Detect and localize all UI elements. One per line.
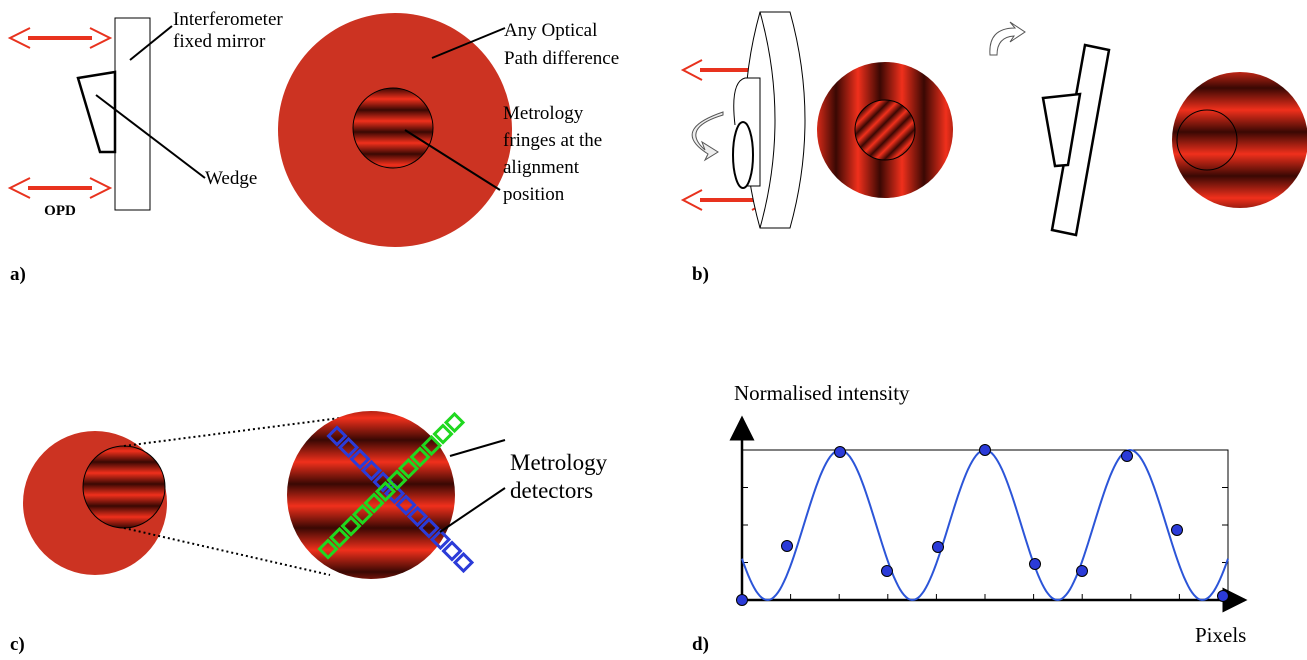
detector-pixel bbox=[435, 426, 452, 443]
sample bbox=[1172, 525, 1183, 536]
panel-label: a) bbox=[10, 264, 26, 285]
axis-label: Pixels bbox=[1195, 623, 1246, 647]
sample bbox=[1030, 559, 1041, 570]
sample bbox=[1077, 566, 1088, 577]
plot-frame bbox=[742, 450, 1228, 600]
panel-label: d) bbox=[692, 634, 709, 655]
wedge bbox=[78, 72, 115, 152]
fringes bbox=[353, 88, 433, 168]
detector-pixel bbox=[446, 414, 463, 431]
arrow bbox=[10, 178, 110, 198]
leader bbox=[450, 440, 505, 456]
panel-label: c) bbox=[10, 634, 25, 655]
panel-label: b) bbox=[692, 264, 709, 285]
label: OPD bbox=[44, 203, 76, 219]
sample bbox=[980, 445, 991, 456]
figure: Interferometer fixed mirror Wedge OPD An… bbox=[0, 0, 1307, 660]
axis-label: Normalised intensity bbox=[734, 381, 910, 405]
label: alignment bbox=[503, 157, 580, 178]
sample bbox=[1122, 451, 1133, 462]
fringes bbox=[287, 411, 455, 579]
sample bbox=[933, 542, 944, 553]
samples bbox=[737, 445, 1229, 606]
label: position bbox=[503, 184, 565, 205]
sample bbox=[782, 541, 793, 552]
detector-pixel bbox=[444, 543, 461, 560]
label: Any Optical bbox=[504, 20, 597, 41]
detector-pixel bbox=[455, 554, 472, 571]
label: detectors bbox=[510, 478, 593, 503]
label: Metrology bbox=[510, 450, 608, 475]
fringes bbox=[83, 446, 165, 528]
label: Wedge bbox=[205, 168, 257, 189]
rotation-arrow bbox=[990, 22, 1025, 55]
rotation-arrow bbox=[692, 112, 723, 160]
arrow bbox=[10, 28, 110, 48]
sample bbox=[737, 595, 748, 606]
intensity-curve bbox=[742, 450, 1228, 600]
label: Interferometer bbox=[173, 9, 283, 30]
wedge-face bbox=[733, 122, 753, 188]
ticks bbox=[742, 488, 1228, 601]
label: fringes at the bbox=[503, 130, 602, 151]
fringes bbox=[1172, 72, 1307, 208]
fringes bbox=[855, 100, 915, 160]
sample bbox=[882, 566, 893, 577]
label: Metrology bbox=[503, 103, 584, 124]
sample bbox=[835, 447, 846, 458]
label: fixed mirror bbox=[173, 31, 266, 52]
label: Path difference bbox=[504, 48, 619, 69]
sample bbox=[1218, 591, 1229, 602]
